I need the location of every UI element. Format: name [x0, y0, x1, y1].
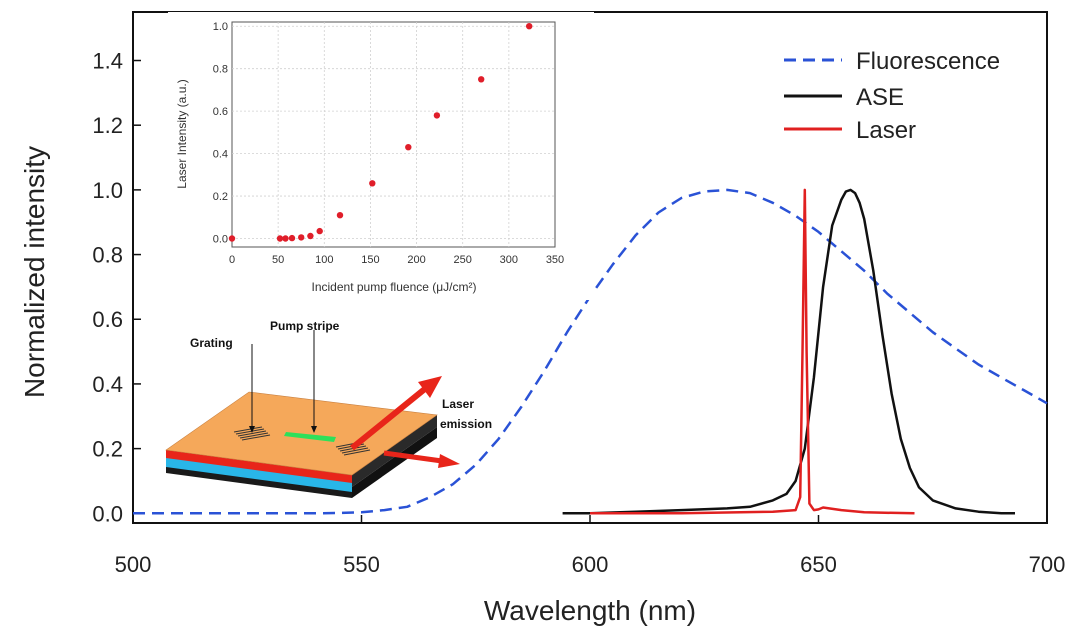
inset-y-tick-label: 1.0 [213, 21, 228, 33]
inset-x-tick-label: 250 [454, 254, 472, 266]
y-tick-label: 0.6 [92, 307, 123, 332]
legend: Fluorescence ASE Laser [784, 48, 1000, 144]
inset-gridlines [232, 22, 555, 247]
legend-label-laser: Laser [856, 117, 916, 144]
inset-x-tick-label: 350 [546, 254, 564, 266]
inset-data-points [228, 23, 533, 242]
inset-y-tick-label: 0.0 [213, 234, 228, 246]
y-tick-label: 1.2 [92, 113, 123, 138]
x-axis-label: Wavelength (nm) [484, 595, 696, 626]
laser-emission-arrowhead-up [418, 376, 442, 398]
pump-stripe [284, 432, 336, 442]
inset-x-tick-label: 300 [500, 254, 518, 266]
inset-data-point [316, 227, 323, 235]
x-tick-label: 550 [343, 552, 380, 577]
grating-label: Grating [190, 336, 233, 350]
inset-data-point [336, 212, 344, 219]
inset-data-point [478, 76, 485, 83]
laser-emission-label-line2: emission [440, 417, 492, 431]
grating-pointer-head [249, 426, 255, 433]
y-tick-label: 0.8 [92, 243, 123, 268]
inset-data-point [369, 180, 376, 187]
laser-emission-beam-up [350, 385, 428, 451]
inset-x-axis-label: Incident pump fluence (μJ/cm²) [312, 280, 477, 294]
legend-label-ase: ASE [856, 84, 904, 111]
y-tick-label: 0.2 [92, 437, 123, 462]
device-schematic: Grating Pump stripe Laser emission [165, 319, 492, 498]
y-tick-label: 0.4 [92, 372, 123, 397]
y-tick-label: 1.0 [92, 178, 123, 203]
laser-emission-beam-right [383, 450, 443, 464]
y-tick-label: 0.0 [92, 501, 123, 526]
inset-x-tick-label: 50 [272, 254, 284, 266]
x-tick-label: 600 [572, 552, 609, 577]
y-axis-label: Normalized intensity [19, 146, 50, 398]
inset-y-tick-label: 0.8 [213, 64, 228, 76]
series-line-ase [562, 188, 1015, 515]
y-tick-label: 1.4 [92, 49, 123, 74]
series-line-fluorescence [133, 188, 1048, 515]
inset-axis-ticks: 0 50 100 150 200 250 300 350 0.0 0.2 0.4 0.6 0.8 1.0 [213, 21, 564, 266]
pump-stripe-label: Pump stripe [270, 319, 340, 333]
inset-data-point [298, 234, 305, 241]
inset-background [168, 12, 594, 300]
inset-data-point [282, 235, 289, 242]
inset-y-tick-label: 0.4 [213, 149, 228, 161]
grating-left [233, 426, 271, 441]
inset-data-point [228, 235, 236, 242]
inset-x-tick-label: 0 [229, 254, 235, 266]
inset-data-point [526, 23, 533, 30]
inset-y-tick-label: 0.6 [213, 106, 228, 118]
inset-y-tick-label: 0.2 [213, 191, 228, 203]
inset-plot-frame [231, 21, 556, 248]
chip-red-side [352, 415, 437, 487]
x-tick-label: 650 [800, 552, 837, 577]
series-line-laser [590, 188, 915, 515]
inset-data-point [433, 112, 441, 119]
x-tick-label: 700 [1029, 552, 1066, 577]
chip-black-side [352, 427, 437, 498]
inset-data-point [307, 232, 314, 240]
inset-x-tick-label: 100 [315, 254, 333, 266]
inset-y-axis-label: Laser Intensity (a.u.) [175, 79, 189, 188]
chip-top-surface [165, 391, 438, 476]
legend-label-fluorescence: Fluorescence [856, 48, 1000, 75]
laser-emission-label-line1: Laser [442, 397, 474, 411]
main-series-lines [133, 188, 1048, 515]
inset-x-tick-label: 200 [407, 254, 425, 266]
inset-x-tick-label: 150 [361, 254, 379, 266]
laser-emission-arrowhead-right [438, 454, 460, 468]
inset-chart: 0 50 100 150 200 250 300 3500.00.20.40.60.81.0 … [168, 12, 594, 300]
inset-data-point [276, 235, 284, 242]
inset-data-point [405, 144, 412, 151]
x-tick-label: 500 [115, 552, 152, 577]
inset-data-point [288, 234, 296, 242]
chip-red-layer [166, 450, 352, 483]
chip-blue-layer [166, 457, 352, 492]
pump-stripe-pointer-head [311, 426, 317, 433]
